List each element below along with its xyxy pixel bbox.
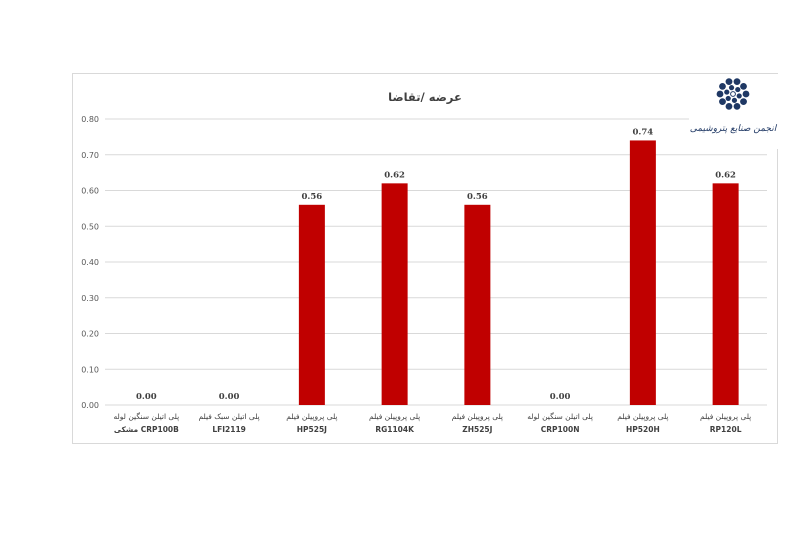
y-axis-ticks: 0.00 0.10 0.20 0.30 0.40 0.50 0.60 0.70 0.80 bbox=[81, 115, 99, 410]
category-label-line1: پلی پروپیلن فیلم bbox=[700, 412, 751, 421]
logo-flower-icon bbox=[716, 78, 750, 110]
category-label-line2: ZH525J bbox=[462, 425, 492, 434]
data-label: 0.62 bbox=[384, 170, 405, 180]
data-label: 0.62 bbox=[715, 170, 736, 180]
data-label: 0.00 bbox=[550, 392, 571, 402]
chart-title: عرضه /تقاضا bbox=[388, 90, 462, 104]
y-tick-label: 0.60 bbox=[81, 187, 99, 196]
bars bbox=[298, 140, 739, 405]
category-label-line1: پلی اتیلن سنگین لوله bbox=[527, 412, 593, 421]
y-tick-label: 0.80 bbox=[81, 115, 99, 124]
category-label-line1: پلی پروپیلن فیلم bbox=[617, 412, 668, 421]
category-label-line1: پلی اتیلن سبک فیلم bbox=[199, 412, 260, 421]
y-tick-label: 0.10 bbox=[81, 365, 99, 374]
y-tick-label: 0.20 bbox=[81, 330, 99, 339]
logo-dot bbox=[716, 90, 724, 98]
y-tick-label: 0.00 bbox=[81, 401, 99, 410]
bar bbox=[464, 204, 491, 405]
category-label-line2: RP120L bbox=[710, 425, 742, 434]
bar bbox=[298, 204, 325, 405]
chart-frame: عرضه /تقاضا 0.00 0.10 0.20 0.30 0.40 0.50 0.60… bbox=[72, 73, 779, 444]
logo-dot bbox=[740, 98, 747, 106]
category-label-line2: HP525J bbox=[297, 425, 327, 434]
category-label-line2: CRP100N bbox=[541, 425, 580, 434]
y-tick-label: 0.40 bbox=[81, 258, 99, 267]
logo-text: انجمن صنایع پتروشیمی bbox=[690, 124, 778, 134]
category-label-line1: پلی پروپیلن فیلم bbox=[369, 412, 420, 421]
data-label: 0.00 bbox=[219, 392, 240, 402]
logo-dot bbox=[731, 97, 738, 103]
logo-dot bbox=[740, 82, 747, 90]
logo-dot bbox=[735, 86, 741, 93]
logo-dot bbox=[733, 102, 741, 110]
logo-dot bbox=[736, 93, 742, 99]
logo-dot bbox=[742, 90, 750, 98]
logo-dot bbox=[728, 85, 735, 91]
data-label: 0.00 bbox=[136, 392, 157, 402]
logo-background bbox=[689, 74, 779, 149]
data-label: 0.56 bbox=[302, 192, 323, 202]
logo-dot bbox=[725, 102, 733, 110]
logo-dot bbox=[719, 98, 726, 106]
logo: انجمن صنایع پتروشیمی bbox=[689, 74, 779, 149]
y-tick-label: 0.50 bbox=[81, 222, 99, 231]
logo-dot bbox=[724, 89, 730, 95]
category-label-line2: HP520H bbox=[626, 425, 660, 434]
bar bbox=[712, 183, 739, 405]
data-label: 0.56 bbox=[467, 192, 488, 202]
data-label: 0.74 bbox=[633, 127, 654, 137]
data-labels: 0.00 0.00 0.56 0.62 0.56 0.00 0.74 0.62 bbox=[136, 127, 736, 402]
y-tick-label: 0.70 bbox=[81, 151, 99, 160]
bar bbox=[381, 183, 408, 405]
category-label-line1: پلی پروپیلن فیلم bbox=[452, 412, 503, 421]
logo-dot bbox=[725, 95, 731, 102]
grid-lines bbox=[105, 118, 767, 406]
logo-dot bbox=[719, 82, 726, 90]
logo-dot bbox=[733, 78, 741, 86]
category-labels: پلی اتیلن سنگین لوله CRP100B مشکی پلی اتیل… bbox=[114, 412, 752, 434]
y-tick-label: 0.30 bbox=[81, 294, 99, 303]
bar-chart: عرضه /تقاضا 0.00 0.10 0.20 0.30 0.40 0.50 0.60… bbox=[81, 74, 779, 434]
category-label-line2: CRP100B مشکی bbox=[114, 425, 179, 434]
logo-dot bbox=[725, 78, 733, 86]
category-label-line1: پلی اتیلن سنگین لوله bbox=[114, 412, 180, 421]
category-label-line2: LFI2119 bbox=[212, 425, 246, 434]
bar bbox=[629, 140, 656, 405]
category-label-line2: RG1104K bbox=[375, 425, 415, 434]
category-label-line1: پلی پروپیلن فیلم bbox=[286, 412, 337, 421]
logo-center bbox=[730, 91, 736, 97]
